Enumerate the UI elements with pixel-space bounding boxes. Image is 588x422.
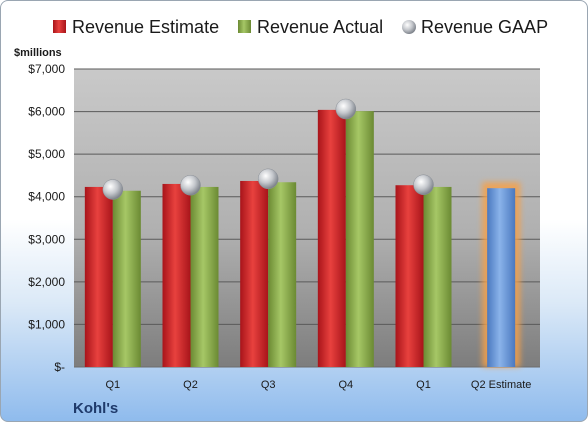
- marker-revenue-gaap: [257, 168, 279, 190]
- x-axis-labels: Q1 Q2 Q3 Q4 Q1 Q2 Estimate: [105, 379, 531, 391]
- legend-swatch-gaap: [402, 20, 416, 34]
- bar-revenue-actual: [190, 186, 219, 367]
- bar-revenue-actual: [423, 186, 452, 367]
- marker-revenue-gaap: [335, 98, 357, 120]
- company-name: Kohl's: [73, 400, 118, 417]
- legend-label-estimate: Revenue Estimate: [72, 17, 219, 37]
- bar-q2-estimate: [487, 188, 516, 367]
- gaap-markers: [102, 98, 434, 200]
- marker-revenue-gaap: [180, 174, 201, 196]
- y-tick-label: $3,000: [28, 232, 65, 246]
- x-category-label: Q4: [338, 379, 353, 391]
- x-category-label: Q3: [261, 379, 276, 391]
- y-tick-label: $7,000: [28, 62, 65, 76]
- bar-revenue-actual: [112, 190, 141, 367]
- y-tick-label: $5,000: [28, 147, 65, 161]
- legend: Revenue Estimate Revenue Actual Revenue …: [53, 17, 548, 37]
- bars: [84, 109, 521, 368]
- bar-revenue-actual: [268, 182, 297, 367]
- y-tick-label: $4,000: [28, 190, 65, 204]
- bar-revenue-estimate: [240, 180, 269, 367]
- legend-label-actual: Revenue Actual: [257, 17, 383, 37]
- bar-revenue-estimate: [395, 185, 424, 367]
- legend-label-gaap: Revenue GAAP: [421, 17, 548, 37]
- unit-label: $millions: [14, 47, 62, 59]
- y-tick-label: $6,000: [28, 105, 65, 119]
- gridlines: [74, 68, 540, 368]
- marker-revenue-gaap: [102, 179, 124, 200]
- bar-revenue-estimate: [317, 109, 346, 368]
- x-category-label: Q2 Estimate: [471, 379, 532, 391]
- bar-revenue-actual: [345, 111, 374, 367]
- y-tick-label: $1,000: [28, 317, 65, 331]
- y-tick-label: $2,000: [28, 275, 65, 289]
- x-category-label: Q1: [105, 379, 120, 391]
- x-category-label: Q1: [416, 379, 431, 391]
- x-category-label: Q2: [183, 379, 198, 391]
- legend-swatch-estimate: [53, 20, 66, 33]
- bar-revenue-estimate: [84, 186, 113, 367]
- y-axis-ticks: $- $1,000 $2,000 $3,000 $4,000 $5,000 $6,000 $7…: [28, 62, 65, 374]
- marker-revenue-gaap: [413, 174, 434, 196]
- y-tick-label: $-: [54, 360, 65, 374]
- bar-revenue-estimate: [162, 183, 191, 367]
- plot-area: [74, 69, 540, 367]
- legend-swatch-actual: [238, 20, 251, 33]
